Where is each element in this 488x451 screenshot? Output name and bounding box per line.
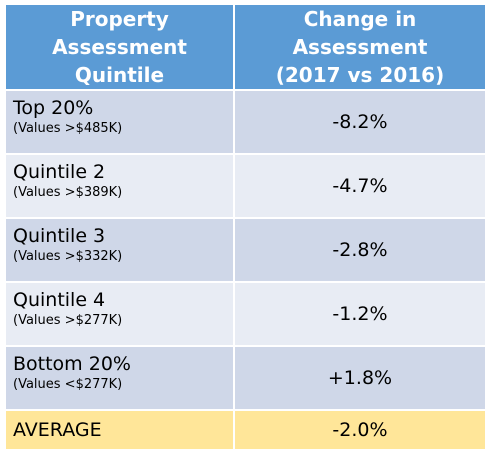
average-value: -2.0%: [233, 409, 487, 451]
table-row: Quintile 3 (Values >$332K) -2.8%: [4, 217, 487, 283]
change-value: -8.2%: [233, 89, 487, 155]
header-change: Change in Assessment (2017 vs 2016): [233, 3, 487, 91]
assessment-table: Property Assessment Quintile Change in A…: [4, 3, 487, 451]
quintile-cell: Top 20% (Values >$485K): [4, 89, 235, 155]
header-quintile: Property Assessment Quintile: [4, 3, 235, 91]
table-row: Bottom 20% (Values <$277K) +1.8%: [4, 345, 487, 411]
table-row: Quintile 4 (Values >$277K) -1.2%: [4, 281, 487, 347]
header-quintile-line2: Quintile: [74, 63, 165, 87]
table-row: Quintile 2 (Values >$389K) -4.7%: [4, 153, 487, 219]
quintile-name: Quintile 4: [13, 289, 106, 311]
quintile-cell: Quintile 4 (Values >$277K): [4, 281, 235, 347]
quintile-name: Quintile 2: [13, 161, 106, 183]
quintile-name: Top 20%: [13, 97, 94, 119]
quintile-cell: Quintile 2 (Values >$389K): [4, 153, 235, 219]
table-row: Top 20% (Values >$485K) -8.2%: [4, 89, 487, 155]
change-value: -2.8%: [233, 217, 487, 283]
header-quintile-line1: Property Assessment: [52, 7, 187, 59]
quintile-range: (Values >$277K): [13, 313, 123, 328]
quintile-range: (Values >$485K): [13, 121, 123, 136]
quintile-cell: Quintile 3 (Values >$332K): [4, 217, 235, 283]
change-value: +1.8%: [233, 345, 487, 411]
header-change-line1: Change in Assessment: [292, 7, 428, 59]
quintile-range: (Values >$389K): [13, 185, 123, 200]
quintile-range: (Values <$277K): [13, 377, 123, 392]
change-value: -1.2%: [233, 281, 487, 347]
table-header-row: Property Assessment Quintile Change in A…: [4, 3, 487, 91]
quintile-name: Quintile 3: [13, 225, 106, 247]
change-value: -4.7%: [233, 153, 487, 219]
quintile-range: (Values >$332K): [13, 249, 123, 264]
average-label: AVERAGE: [4, 409, 235, 451]
average-row: AVERAGE -2.0%: [4, 409, 487, 451]
quintile-name: Bottom 20%: [13, 353, 131, 375]
quintile-cell: Bottom 20% (Values <$277K): [4, 345, 235, 411]
header-change-line2: (2017 vs 2016): [275, 63, 445, 87]
